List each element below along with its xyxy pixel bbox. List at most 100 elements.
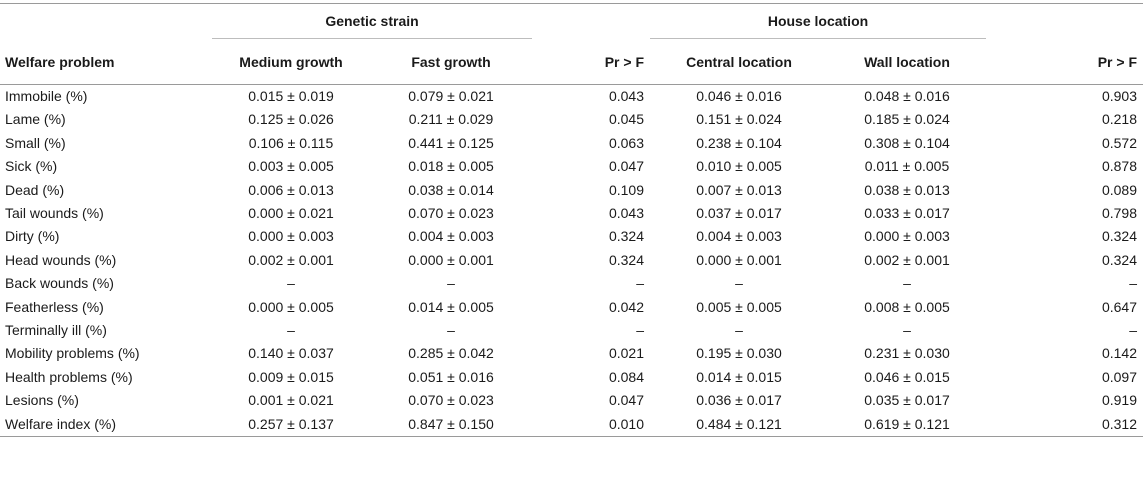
cell-welfare-problem: Small (%) [5,134,66,151]
cell-fast-growth: 0.285 ± 0.042 [408,345,494,362]
group-spacer [986,4,1143,41]
cell-medium-growth: 0.000 ± 0.021 [248,205,334,222]
cell-central-location: 0.000 ± 0.001 [696,251,782,268]
cell-fast-growth: 0.847 ± 0.150 [370,412,532,438]
cell-central-location: 0.007 ± 0.013 [696,181,782,198]
cell-pr-f-house: 0.878 [1101,158,1138,175]
cell-fast-growth: 0.070 ± 0.023 [408,205,494,222]
table-row: Terminally ill (%) – – – – – – [0,319,1143,342]
cell-wall-location: 0.185 ± 0.024 [864,111,950,128]
cell-fast-growth: 0.051 ± 0.016 [408,368,494,385]
table-row: Mobility problems (%) 0.140 ± 0.037 0.285 … [0,342,1143,365]
cell-medium-growth: 0.000 ± 0.003 [248,228,334,245]
cell-welfare-problem: Immobile (%) [5,88,88,104]
cell-welfare-problem: Lame (%) [5,111,66,128]
cell-medium-growth: 0.003 ± 0.005 [248,158,334,175]
cell-pr-f-house: 0.312 [986,412,1143,438]
cell-wall-location: – [903,322,911,339]
cell-central-location: 0.004 ± 0.003 [696,228,782,245]
cell-pr-f-genetic: 0.042 [608,298,644,315]
cell-pr-f-house: 0.218 [1101,111,1138,128]
table-row: Tail wounds (%) 0.000 ± 0.021 0.070 ± 0.02… [0,202,1143,225]
cell-medium-growth: 0.002 ± 0.001 [248,251,334,268]
cell-wall-location: 0.035 ± 0.017 [864,392,950,409]
cell-pr-f-house: 0.089 [1101,181,1138,198]
cell-pr-f-house: 0.572 [1101,134,1138,151]
cell-pr-f-house: 0.324 [1101,251,1138,268]
cell-pr-f-genetic: 0.043 [608,205,644,222]
cell-welfare-problem: Health problems (%) [5,368,133,385]
header-medium-growth: Medium growth [212,40,370,85]
cell-pr-f-house: 0.324 [1101,228,1138,245]
cell-wall-location: – [903,275,911,292]
cell-pr-f-genetic: – [636,322,644,339]
table-row: Welfare index (%) 0.257 ± 0.137 0.847 ± 0.… [0,412,1143,438]
welfare-table: Genetic strain House location Welfare pr… [0,3,1143,438]
cell-central-location: 0.037 ± 0.017 [696,205,782,222]
cell-medium-growth: – [287,275,295,292]
cell-wall-location: 0.033 ± 0.017 [864,205,950,222]
cell-fast-growth: – [447,275,455,292]
table-row: Lame (%) 0.125 ± 0.026 0.211 ± 0.029 0.045 0… [0,108,1143,131]
group-house-location: House location [650,4,987,41]
cell-fast-growth: 0.038 ± 0.014 [408,181,494,198]
cell-fast-growth: 0.079 ± 0.021 [408,88,494,104]
cell-welfare-problem: Featherless (%) [5,298,104,315]
cell-wall-location: 0.002 ± 0.001 [864,251,950,268]
cell-fast-growth: 0.000 ± 0.001 [408,251,494,268]
cell-wall-location: 0.000 ± 0.003 [864,228,950,245]
group-genetic-label: Genetic strain [212,5,532,39]
cell-fast-growth: 0.014 ± 0.005 [408,298,494,315]
table-row: Small (%) 0.106 ± 0.115 0.441 ± 0.125 0.063… [0,132,1143,155]
cell-wall-location: 0.619 ± 0.121 [828,412,987,438]
cell-central-location: 0.014 ± 0.015 [696,368,782,385]
cell-fast-growth: 0.211 ± 0.029 [408,111,494,128]
cell-wall-location: 0.008 ± 0.005 [864,298,950,315]
cell-welfare-problem: Back wounds (%) [5,275,114,292]
cell-medium-growth: 0.140 ± 0.037 [248,345,334,362]
cell-fast-growth: 0.070 ± 0.023 [408,392,494,409]
cell-pr-f-genetic: 0.047 [608,392,644,409]
cell-central-location: 0.036 ± 0.017 [696,392,782,409]
cell-pr-f-genetic: 0.047 [608,158,644,175]
table-row: Dead (%) 0.006 ± 0.013 0.038 ± 0.014 0.109 0… [0,179,1143,202]
cell-wall-location: 0.046 ± 0.015 [864,368,950,385]
cell-medium-growth: 0.000 ± 0.005 [248,298,334,315]
cell-central-location: 0.010 ± 0.005 [696,158,782,175]
cell-welfare-problem: Head wounds (%) [5,251,117,268]
cell-welfare-problem: Tail wounds (%) [5,205,104,222]
group-genetic-strain: Genetic strain [212,4,532,41]
column-header-row: Welfare problem Medium growth Fast growt… [0,40,1143,85]
table-row: Sick (%) 0.003 ± 0.005 0.018 ± 0.005 0.047 0… [0,155,1143,178]
cell-wall-location: 0.231 ± 0.030 [864,345,950,362]
cell-welfare-problem: Dirty (%) [5,228,60,245]
cell-central-location: 0.484 ± 0.121 [650,412,828,438]
cell-welfare-problem: Mobility problems (%) [5,345,140,362]
cell-fast-growth: 0.018 ± 0.005 [408,158,494,175]
cell-welfare-problem: Sick (%) [5,158,58,175]
cell-medium-growth: 0.001 ± 0.021 [248,392,334,409]
cell-central-location: – [735,322,743,339]
cell-pr-f-genetic: 0.084 [608,368,644,385]
cell-wall-location: 0.048 ± 0.016 [864,88,950,104]
table-row: Head wounds (%) 0.002 ± 0.001 0.000 ± 0.00… [0,249,1143,272]
cell-fast-growth: 0.004 ± 0.003 [408,228,494,245]
cell-medium-growth: 0.106 ± 0.115 [248,134,334,151]
cell-pr-f-genetic: 0.010 [532,412,650,438]
header-fast-growth: Fast growth [370,40,532,85]
cell-fast-growth: 0.441 ± 0.125 [408,134,494,151]
cell-central-location: 0.151 ± 0.024 [696,111,782,128]
cell-pr-f-genetic: – [636,275,644,292]
table-row: Back wounds (%) – – – – – – [0,272,1143,295]
cell-pr-f-house: – [1129,275,1138,292]
cell-wall-location: 0.308 ± 0.104 [864,134,950,151]
header-welfare-problem: Welfare problem [0,40,212,85]
cell-pr-f-genetic: 0.109 [608,181,644,198]
cell-welfare-problem: Lesions (%) [5,392,79,409]
table-row: Lesions (%) 0.001 ± 0.021 0.070 ± 0.023 0.0… [0,389,1143,412]
table-body: Immobile (%) 0.015 ± 0.019 0.079 ± 0.021 0.… [0,85,1143,438]
header-wall-location: Wall location [828,40,987,85]
cell-medium-growth: 0.009 ± 0.015 [248,368,334,385]
cell-pr-f-genetic: 0.324 [608,228,644,245]
